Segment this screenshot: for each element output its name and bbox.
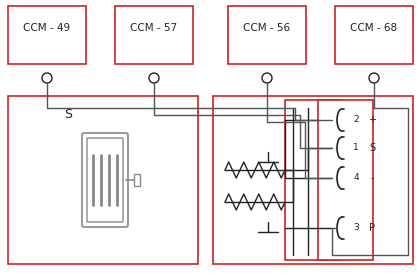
Bar [213,96,413,264]
Bar [8,6,86,64]
Text: 3: 3 [353,224,359,233]
FancyBboxPatch shape [82,133,128,227]
Text: CCM - 49: CCM - 49 [24,23,71,33]
Bar [335,6,413,64]
Text: CCM - 68: CCM - 68 [350,23,398,33]
Bar [115,6,193,64]
Text: 4: 4 [353,174,359,182]
Bar [8,96,198,264]
Text: S: S [64,108,72,120]
Text: -: - [370,173,374,183]
Bar [285,100,340,260]
Bar [228,6,306,64]
FancyBboxPatch shape [87,138,123,222]
Text: CCM - 56: CCM - 56 [244,23,291,33]
Text: 1: 1 [353,144,359,153]
Text: S: S [369,143,375,153]
Text: P: P [369,223,375,233]
Bar [134,174,140,186]
Text: CCM - 57: CCM - 57 [131,23,178,33]
Text: +: + [368,115,376,125]
Bar [318,100,373,260]
Text: 2: 2 [353,115,359,124]
